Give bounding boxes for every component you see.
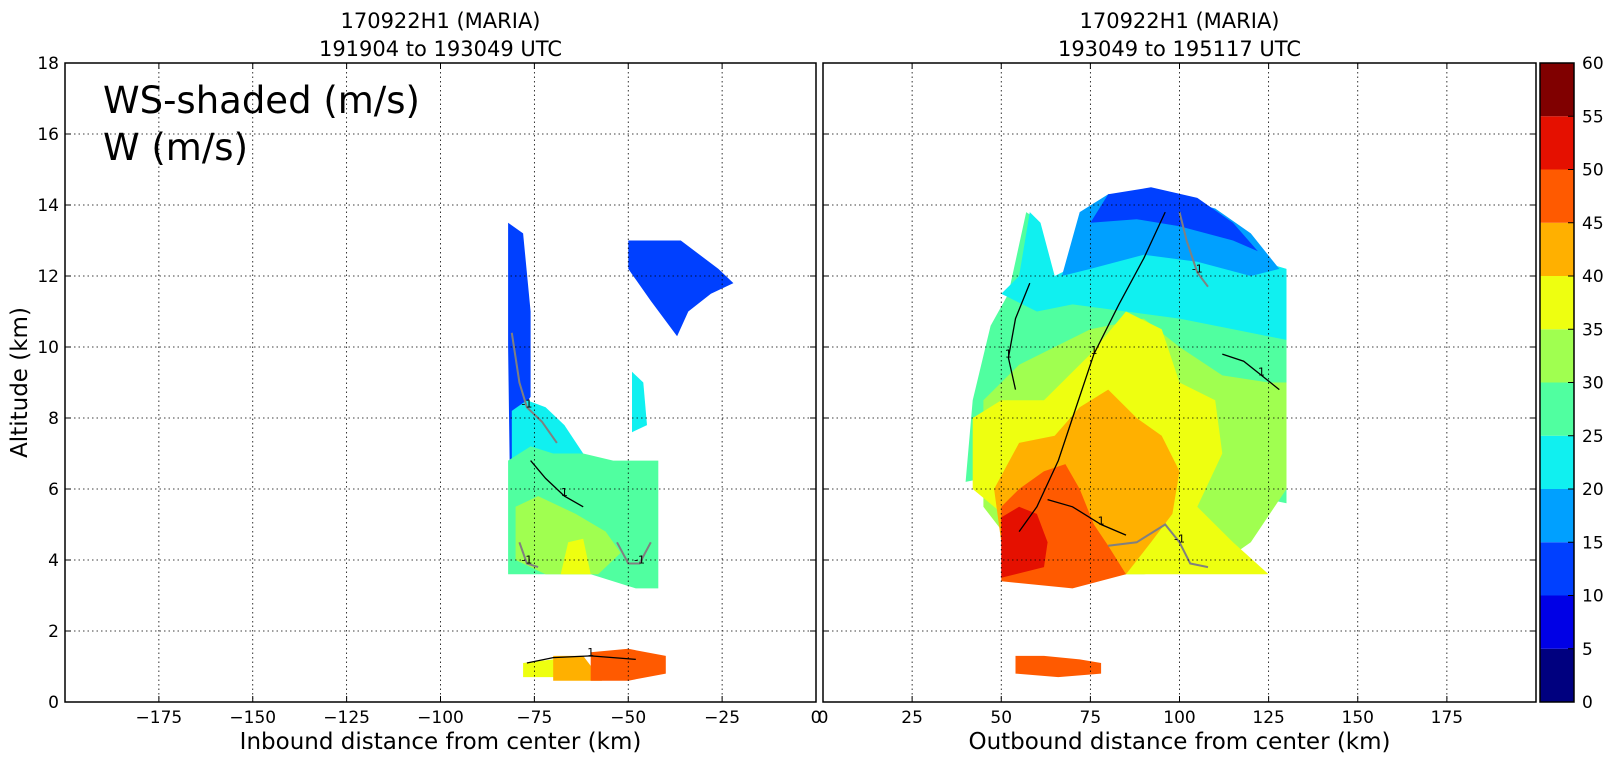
y-tick-label: 8 <box>48 409 59 429</box>
w-contour-line <box>518 541 539 569</box>
y-axis-label: Altitude (km) <box>7 307 33 458</box>
colorbar-tick-label: 30 <box>1582 374 1604 394</box>
x-tick-label: 150 <box>1342 708 1374 728</box>
annotation-text: W (m/s) <box>103 126 248 169</box>
w-contour-line <box>1018 211 1166 532</box>
colorbar-tick-label: 35 <box>1582 320 1604 340</box>
colorbar-tick-label: 15 <box>1582 533 1604 553</box>
contour-label: -1 <box>634 554 645 567</box>
x-tick-label: −50 <box>610 708 646 728</box>
ws-shaded-region <box>628 240 734 337</box>
y-tick-label: 10 <box>37 338 59 358</box>
colorbar-tick-label: 60 <box>1582 54 1604 74</box>
colorbar-swatch <box>1540 116 1574 170</box>
colorbar-swatch <box>1540 648 1574 702</box>
colorbar-swatch <box>1540 169 1574 223</box>
ws-shaded-region <box>553 655 602 681</box>
x-tick-label: 50 <box>990 708 1012 728</box>
w-contour-line <box>1047 498 1127 536</box>
colorbar-tick-label: 45 <box>1582 214 1604 234</box>
colorbar-swatch <box>1540 63 1574 117</box>
x-tick-label: 25 <box>901 708 923 728</box>
y-tick-label: 4 <box>48 551 59 571</box>
colorbar-swatch <box>1540 276 1574 330</box>
panel-1: -1 -1 1 -1 1 −175 −150 −125 −100 −75 −50 −25 0 170922… <box>64 9 822 755</box>
y-tick-label: 18 <box>37 54 59 74</box>
panel-subtitle: 193049 to 195117 UTC <box>1058 37 1301 61</box>
x-tick-label: 0 <box>818 708 829 728</box>
colorbar-swatch <box>1540 542 1574 596</box>
contour-label: 1 <box>1090 344 1097 357</box>
x-tick-label: −100 <box>417 708 464 728</box>
ws-shaded-region <box>632 371 647 433</box>
colorbar-tick-label: 0 <box>1582 693 1593 713</box>
contour-label: -1 <box>1192 262 1203 275</box>
panel-title: 170922H1 (MARIA) <box>1079 9 1279 33</box>
x-tick-label: −175 <box>136 708 183 728</box>
colorbar-swatch <box>1540 435 1574 489</box>
w-contour-line <box>1007 282 1031 390</box>
ws-shaded-region <box>1090 187 1258 252</box>
x-tick-label: 75 <box>1080 708 1102 728</box>
colorbar-tick-label: 25 <box>1582 427 1604 447</box>
w-contour-line <box>530 460 584 508</box>
w-contour-line <box>1222 353 1280 391</box>
contour-label: -1 <box>1174 532 1185 545</box>
colorbar-tick-label: 50 <box>1582 161 1604 181</box>
colorbar-swatch <box>1540 382 1574 436</box>
x-tick-label: −125 <box>323 708 370 728</box>
contour-label: 1 <box>587 646 594 659</box>
ws-shaded-region <box>560 538 591 575</box>
colorbar-tick-label: 5 <box>1582 640 1593 660</box>
y-tick-label: 16 <box>37 125 59 145</box>
x-tick-label: −75 <box>516 708 552 728</box>
contour-label: 1 <box>1005 348 1012 361</box>
colorbar-swatch <box>1540 489 1574 543</box>
contour-label: -1 <box>521 554 532 567</box>
contour-label: 1 <box>561 486 568 499</box>
y-tick-label: 0 <box>48 693 59 713</box>
x-axis-label: Inbound distance from center (km) <box>240 729 642 755</box>
w-contour-line <box>526 655 636 664</box>
colorbar: 0 5 10 15 20 25 30 35 40 45 50 55 60 <box>1539 54 1604 713</box>
colorbar-tick-label: 20 <box>1582 480 1604 500</box>
ws-shaded-region <box>515 496 621 575</box>
x-tick-label: 100 <box>1163 708 1195 728</box>
x-tick-label: −150 <box>229 708 276 728</box>
annotation-text: WS-shaded (m/s) <box>103 79 420 122</box>
ws-shaded-region <box>1015 655 1102 678</box>
y-tick-label: 14 <box>37 196 59 216</box>
w-contour-line <box>616 541 652 565</box>
w-contour-line <box>1108 523 1209 569</box>
contour-label: 1 <box>1098 515 1105 528</box>
x-axis-label: Outbound distance from center (km) <box>968 729 1390 755</box>
w-contour-line <box>1178 211 1209 288</box>
w-contour-line <box>510 332 558 444</box>
panel-subtitle: 191904 to 193049 UTC <box>319 37 562 61</box>
y-tick-label: 2 <box>48 622 59 642</box>
y-tick-label: 12 <box>37 267 59 287</box>
contour-label: 1 <box>1258 365 1265 378</box>
colorbar-tick-label: 40 <box>1582 267 1604 287</box>
colorbar-tick-label: 10 <box>1582 587 1604 607</box>
x-tick-label: 0 <box>811 708 822 728</box>
plot-area: -1 -1 1 -1 1 <box>508 222 734 681</box>
colorbar-swatch <box>1540 329 1574 383</box>
x-tick-label: 125 <box>1252 708 1284 728</box>
panel-2: 1 1 -1 -1 1 1 0 25 50 75 100 125 150 175 170922H1 (MAR… <box>818 9 1537 755</box>
colorbar-swatch <box>1540 222 1574 276</box>
contour-label: -1 <box>521 397 532 410</box>
x-tick-label: 175 <box>1431 708 1463 728</box>
plot-area: 1 1 -1 -1 1 1 <box>965 187 1287 678</box>
panel-title: 170922H1 (MARIA) <box>340 9 540 33</box>
x-tick-label: −25 <box>704 708 740 728</box>
colorbar-tick-label: 55 <box>1582 107 1604 127</box>
colorbar-swatch <box>1540 595 1574 649</box>
y-tick-label: 6 <box>48 480 59 500</box>
